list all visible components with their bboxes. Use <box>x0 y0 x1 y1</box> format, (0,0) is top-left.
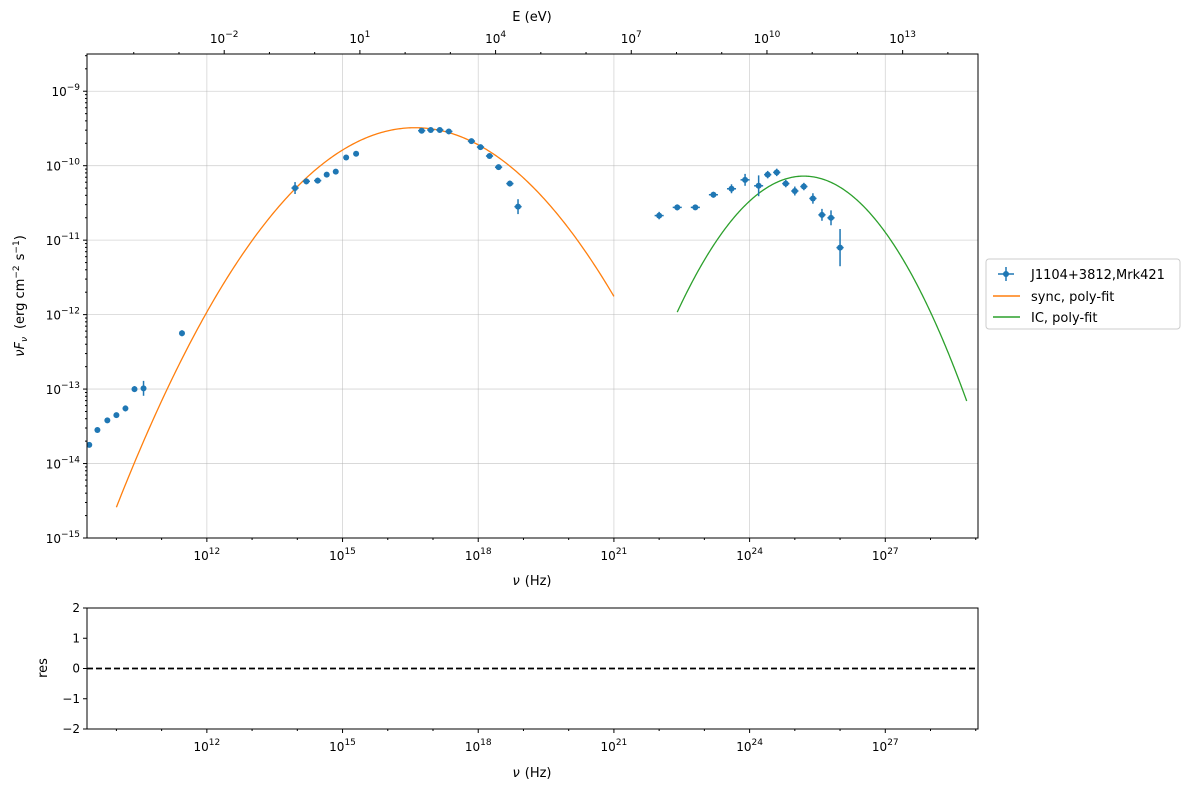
data-point <box>726 184 737 194</box>
fit-curves <box>115 127 968 508</box>
x-tick-label: 1015 <box>329 547 356 563</box>
data-point <box>323 171 330 178</box>
data-point <box>445 128 453 135</box>
residual-x-tick-label: 1027 <box>872 738 899 754</box>
data-point <box>131 386 138 393</box>
x-axis-label: ν (Hz) <box>512 574 551 589</box>
data-point <box>506 180 514 187</box>
y-axis-label: νFν(erg cm−2s−1) <box>12 235 30 357</box>
residual-y-tick-label: −1 <box>62 692 80 706</box>
fit-curve-sync <box>115 127 615 508</box>
x-tick-label: 1021 <box>601 547 628 563</box>
data-point <box>427 126 435 133</box>
data-point <box>418 127 426 134</box>
data-point <box>140 380 147 396</box>
legend-entry-ic: IC, poly-fit <box>993 311 1097 326</box>
residual-y-ticks: −2 −1 0 1 2 <box>62 601 87 736</box>
data-point <box>740 173 750 186</box>
data-point <box>494 164 503 171</box>
data-point <box>690 204 700 211</box>
data-point <box>754 175 764 197</box>
data-point <box>791 186 799 196</box>
legend-entry-data: J1104+3812,Mrk421 <box>998 267 1165 283</box>
data-point <box>782 179 790 188</box>
residual-x-tick-label: 1021 <box>601 738 628 754</box>
data-point <box>302 178 310 185</box>
residual-x-tick-label: 1015 <box>329 738 356 754</box>
data-point <box>332 168 339 175</box>
x-tick-label: 1012 <box>193 547 220 563</box>
data-point <box>113 412 120 419</box>
data-point <box>800 182 808 191</box>
fit-curve-ic <box>676 175 968 402</box>
data-point <box>773 168 781 177</box>
data-point <box>122 405 129 412</box>
energy-tick-label: 104 <box>485 30 506 46</box>
energy-tick-label: 107 <box>621 30 642 46</box>
data-point <box>514 199 522 215</box>
data-point <box>764 170 772 179</box>
energy-tick-label: 1013 <box>889 30 916 46</box>
residual-y-tick-label: 0 <box>72 662 80 676</box>
data-point <box>343 154 350 161</box>
x-tick-label: 1027 <box>872 547 899 563</box>
residual-y-tick-label: 2 <box>72 601 80 615</box>
sed-frame <box>86 53 979 539</box>
residual-x-tick-label: 1018 <box>465 738 492 754</box>
residual-y-tick-label: 1 <box>72 631 80 645</box>
sed-grid <box>87 54 978 539</box>
residual-y-label: res <box>36 658 51 678</box>
y-tick-label: 10−14 <box>46 456 81 472</box>
legend-entry-sync: sync, poly-fit <box>993 290 1114 305</box>
y-tick-label: 10−13 <box>46 381 80 397</box>
residual-y-tick-label: −2 <box>62 722 80 736</box>
residual-x-label: ν (Hz) <box>512 766 551 781</box>
data-point <box>672 204 682 211</box>
energy-tick-label: 10−2 <box>210 30 239 46</box>
y-tick-label: 10−9 <box>51 83 80 99</box>
y-tick-label: 10−11 <box>46 232 80 248</box>
data-point <box>178 330 185 337</box>
residual-x-tick-label: 1012 <box>193 738 220 754</box>
data-point <box>94 427 101 434</box>
data-point <box>485 153 494 160</box>
x-tick-label: 1024 <box>736 547 763 563</box>
energy-tick-label: 1010 <box>754 30 781 46</box>
y-ticks: 10−15 10−14 10−13 10−12 10−11 10−10 10−9 <box>46 55 87 546</box>
legend-label-sync: sync, poly-fit <box>1031 290 1114 305</box>
energy-axis-label: E (eV) <box>512 10 551 25</box>
legend: J1104+3812,Mrk421 sync, poly-fit IC, pol… <box>985 258 1181 330</box>
data-point <box>818 208 826 221</box>
residual-x-ticks: 1012 1015 1018 1021 1024 1027 <box>115 729 977 754</box>
data-point <box>827 210 835 226</box>
data-point <box>476 144 485 151</box>
energy-axis-ticks: 10−2 101 104 107 1010 1013 <box>133 30 949 54</box>
x-tick-label: 1018 <box>465 547 492 563</box>
y-tick-label: 10−12 <box>46 307 80 323</box>
y-tick-label: 10−10 <box>46 158 81 174</box>
data-point <box>467 138 476 145</box>
data-point <box>436 126 444 133</box>
data-point <box>104 417 111 424</box>
data-point <box>291 182 299 194</box>
residual-panel: 1012 1015 1018 1021 1024 1027 −2 −1 0 1 2 res ν (H… <box>36 601 979 781</box>
data-point <box>314 177 322 184</box>
sed-panel: 1012 1015 1018 1021 1024 1027 10−15 10−14 10−13… <box>12 10 979 589</box>
legend-label-data: J1104+3812,Mrk421 <box>1030 268 1165 283</box>
data-point <box>836 228 844 267</box>
data-point <box>654 211 664 220</box>
x-ticks: 1012 1015 1018 1021 1024 1027 <box>115 538 977 563</box>
data-point <box>87 441 93 448</box>
data-point <box>708 191 718 198</box>
data-points <box>87 126 844 448</box>
energy-tick-label: 101 <box>349 30 370 46</box>
legend-label-ic: IC, poly-fit <box>1031 311 1097 326</box>
legend-box <box>985 258 1181 330</box>
data-point <box>809 193 817 204</box>
y-tick-label: 10−15 <box>46 530 80 546</box>
data-point <box>353 150 360 157</box>
residual-x-tick-label: 1024 <box>736 738 763 754</box>
